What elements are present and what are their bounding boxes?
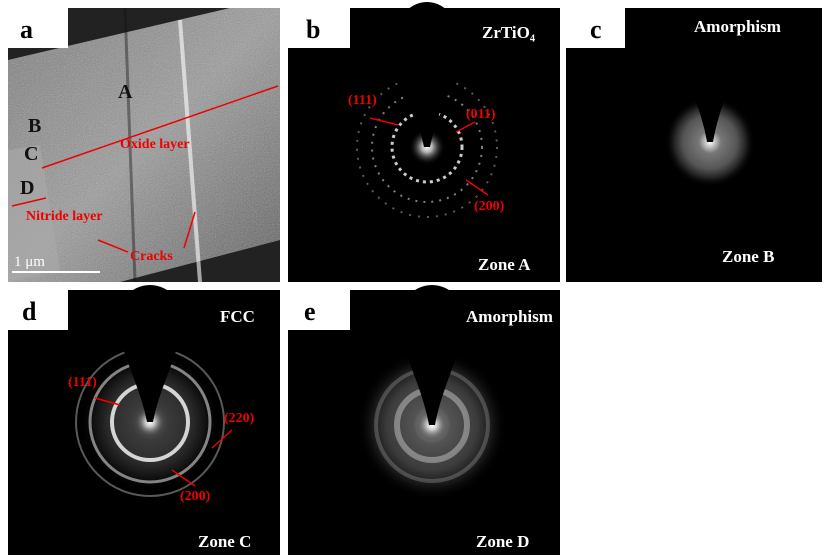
zone-label: B xyxy=(28,115,41,137)
annotation: (111) xyxy=(348,93,377,108)
figure: a A B C D Oxide layer Nitride layer Crac… xyxy=(0,0,827,557)
annotation: (011) xyxy=(466,107,496,122)
panel-letter: b xyxy=(306,15,320,44)
panel-letter: a xyxy=(20,15,33,44)
zone-label: A xyxy=(118,81,133,103)
label-box xyxy=(288,290,350,330)
beam-stopper xyxy=(115,285,185,365)
annotation: (111) xyxy=(68,375,97,390)
label-box xyxy=(8,290,68,330)
annotation: (220) xyxy=(224,411,255,426)
panel-title: Amorphism xyxy=(466,307,553,326)
zone-label: C xyxy=(24,143,38,165)
annotation: Nitride layer xyxy=(26,209,103,224)
zone-label: Zone C xyxy=(198,532,251,551)
panel-e: e Amorphism Zone D xyxy=(288,285,560,555)
zone-label: Zone B xyxy=(722,247,774,266)
zone-label: D xyxy=(20,177,34,199)
annotation: (200) xyxy=(180,489,211,504)
panel-title: ZrTiO₄ xyxy=(482,23,535,42)
beam-stopper xyxy=(391,2,463,98)
panel-a: a A B C D Oxide layer Nitride layer Crac… xyxy=(8,8,280,282)
annotation: Cracks xyxy=(130,249,173,264)
label-box xyxy=(8,8,68,48)
zone-label: Zone D xyxy=(476,532,529,551)
zone-label: Zone A xyxy=(478,255,531,274)
scale-label: 1 μm xyxy=(14,254,45,270)
annotation: Oxide layer xyxy=(120,137,190,152)
annotation: (200) xyxy=(474,199,505,214)
panel-title: Amorphism xyxy=(694,17,781,36)
panel-b: b ZrTiO₄ Zone A (111) (011) (200) xyxy=(288,2,560,282)
panel-letter: c xyxy=(590,15,602,44)
panel-d: d FCC Zone C (111) (220) (200) xyxy=(8,285,280,555)
panel-letter: d xyxy=(22,297,37,326)
beam-stopper xyxy=(397,285,467,365)
panel-title: FCC xyxy=(220,307,255,326)
panel-letter: e xyxy=(304,297,316,326)
panel-c: c Amorphism Zone B xyxy=(566,8,822,282)
